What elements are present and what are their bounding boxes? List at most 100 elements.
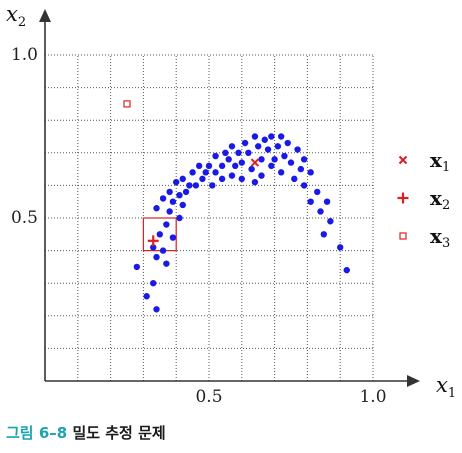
legend-label: x1 xyxy=(430,148,450,175)
data-point xyxy=(228,143,236,150)
legend-label: x3 xyxy=(430,224,450,251)
data-point xyxy=(153,205,160,212)
data-point xyxy=(235,149,242,156)
marker-x2 xyxy=(147,235,159,247)
data-point xyxy=(238,175,245,183)
y-tick-label: 1.0 xyxy=(11,45,38,65)
data-point xyxy=(264,146,272,153)
data-point xyxy=(251,178,259,186)
data-point xyxy=(222,149,229,156)
query-markers xyxy=(123,100,260,247)
data-point xyxy=(343,266,350,274)
data-point xyxy=(212,152,219,160)
data-point xyxy=(287,159,295,166)
data-point xyxy=(163,260,170,267)
data-point xyxy=(232,162,239,170)
data-point xyxy=(133,263,141,271)
y-axis-label: x2 xyxy=(6,2,26,30)
data-point xyxy=(195,162,203,170)
data-point xyxy=(317,208,324,215)
data-point xyxy=(192,182,200,189)
data-point xyxy=(238,159,245,166)
data-point xyxy=(294,146,301,153)
legend-symbol xyxy=(399,232,407,240)
data-point xyxy=(258,156,265,163)
data-point xyxy=(150,280,157,287)
data-point xyxy=(268,133,275,140)
data-point xyxy=(169,198,177,205)
data-point xyxy=(199,175,206,183)
data-point xyxy=(307,169,314,176)
data-point xyxy=(271,156,278,163)
data-point xyxy=(202,169,209,176)
data-point xyxy=(284,139,291,147)
x-tick-label: 1.0 xyxy=(359,387,386,407)
data-point xyxy=(323,198,331,205)
data-point xyxy=(166,208,173,215)
x-axis-label: x1 xyxy=(436,373,456,401)
data-point xyxy=(153,306,160,313)
data-point xyxy=(337,244,344,251)
legend-symbol xyxy=(397,192,409,204)
data-point xyxy=(300,156,308,163)
window-rect xyxy=(142,217,177,252)
data-point xyxy=(258,172,265,179)
data-point xyxy=(182,188,190,196)
data-point xyxy=(277,169,285,176)
legend-symbol xyxy=(398,155,408,165)
axis-labels: x2 x1 xyxy=(6,2,456,401)
data-point xyxy=(205,162,213,170)
data-point xyxy=(212,169,219,176)
y-axis-arrow xyxy=(39,9,51,22)
data-point xyxy=(277,133,285,140)
data-point xyxy=(300,182,308,189)
data-point xyxy=(153,253,160,261)
legend: x1 x2 x3 xyxy=(397,148,450,251)
data-point xyxy=(320,231,327,238)
data-point xyxy=(225,156,232,163)
data-point xyxy=(314,188,321,196)
axes xyxy=(39,9,420,387)
x-axis-arrow xyxy=(407,375,420,387)
data-point xyxy=(228,172,236,179)
data-point xyxy=(327,218,334,225)
data-point xyxy=(169,234,177,241)
data-point xyxy=(179,175,186,183)
data-points xyxy=(133,133,350,313)
figure-caption: 그림 6–8 밀도 추정 문제 xyxy=(6,422,166,443)
figure-title: 밀도 추정 문제 xyxy=(72,424,166,442)
data-point xyxy=(159,247,167,254)
y-tick-label: 0.5 xyxy=(11,208,38,228)
data-point xyxy=(274,143,282,150)
data-point xyxy=(189,169,196,176)
tick-labels: 0.5 1.0 0.5 1.0 xyxy=(11,45,387,407)
density-estimation-scatter-chart: 0.5 1.0 0.5 1.0 x2 x1 x1 x2 x3 xyxy=(6,2,456,407)
marker-x1 xyxy=(250,158,260,167)
data-point xyxy=(245,149,252,156)
data-point xyxy=(281,152,288,160)
data-point xyxy=(261,136,268,143)
data-point xyxy=(209,182,216,189)
data-point xyxy=(163,221,170,228)
data-point xyxy=(150,244,157,251)
data-point xyxy=(156,231,163,238)
data-point xyxy=(251,133,259,140)
figure-number: 그림 6–8 xyxy=(6,424,68,442)
data-point xyxy=(173,178,180,186)
data-point xyxy=(179,201,186,209)
x-tick-label: 0.5 xyxy=(195,387,222,407)
marker-x3 xyxy=(123,100,131,108)
data-point xyxy=(218,162,226,170)
data-point xyxy=(176,214,183,222)
data-point xyxy=(241,139,249,147)
legend-label: x2 xyxy=(430,186,450,213)
grid-lines xyxy=(45,54,374,381)
data-point xyxy=(297,165,305,173)
data-point xyxy=(176,191,183,199)
data-point xyxy=(166,188,173,196)
data-point xyxy=(248,165,255,173)
data-point xyxy=(159,195,167,202)
data-point xyxy=(307,198,314,205)
data-point xyxy=(268,162,275,170)
data-point xyxy=(218,175,226,183)
